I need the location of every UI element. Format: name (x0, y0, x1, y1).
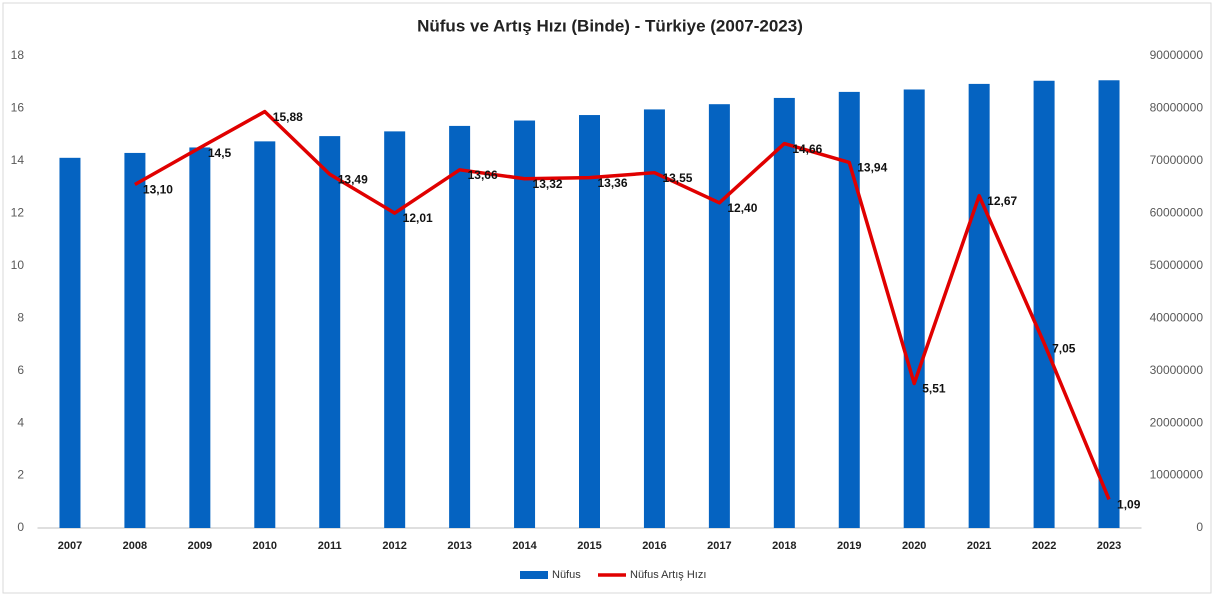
bar (838, 91, 860, 528)
data-label: 12,67 (987, 194, 1017, 208)
data-label: 5,51 (922, 382, 946, 396)
x-tick-label: 2017 (707, 540, 731, 552)
x-tick-label: 2011 (318, 540, 342, 552)
data-label: 12,01 (403, 211, 433, 225)
x-tick-label: 2012 (382, 540, 406, 552)
y2-tick-label: 50000000 (1150, 258, 1204, 272)
x-tick-label: 2016 (642, 540, 666, 552)
data-label: 13,94 (857, 161, 887, 175)
y2-tick-label: 70000000 (1150, 153, 1204, 167)
x-tick-label: 2013 (447, 540, 471, 552)
y2-tick-label: 80000000 (1150, 101, 1204, 115)
y-tick-label: 2 (17, 468, 24, 482)
y2-tick-label: 40000000 (1150, 310, 1204, 324)
y2-tick-label: 20000000 (1150, 415, 1204, 429)
legend-label: Nüfus (552, 569, 581, 581)
bar (384, 131, 406, 528)
y-tick-label: 4 (17, 415, 24, 429)
y-tick-label: 0 (17, 520, 24, 534)
bar (449, 125, 471, 528)
bar (1098, 80, 1120, 528)
y2-tick-label: 90000000 (1150, 48, 1204, 62)
y2-tick-label: 30000000 (1150, 363, 1204, 377)
bar (773, 97, 795, 529)
y2-tick-label: 10000000 (1150, 468, 1204, 482)
data-label: 15,88 (273, 110, 303, 124)
y-tick-label: 10 (11, 258, 25, 272)
y-tick-label: 14 (11, 153, 25, 167)
x-tick-label: 2008 (123, 540, 147, 552)
bar (514, 120, 536, 529)
bar (189, 147, 211, 528)
x-tick-label: 2020 (902, 540, 926, 552)
x-tick-label: 2010 (253, 540, 277, 552)
bar (254, 141, 276, 528)
data-label: 14,5 (208, 146, 232, 160)
y2-tick-label: 0 (1196, 520, 1203, 534)
y-tick-label: 16 (11, 101, 25, 115)
data-label: 13,10 (143, 183, 173, 197)
x-tick-label: 2023 (1097, 540, 1121, 552)
legend-swatch (520, 571, 548, 579)
bar (903, 89, 925, 528)
y-tick-label: 18 (11, 48, 25, 62)
y-tick-label: 8 (17, 310, 24, 324)
bar (319, 136, 341, 528)
legend-label: Nüfus Artış Hızı (630, 569, 706, 581)
bar (59, 157, 81, 528)
x-tick-label: 2014 (512, 540, 537, 552)
bar (643, 109, 665, 528)
bar (1033, 80, 1055, 529)
y2-tick-label: 60000000 (1150, 206, 1204, 220)
data-label: 12,40 (727, 201, 757, 215)
bar (968, 83, 990, 528)
data-label: 13,49 (338, 172, 368, 186)
x-tick-label: 2022 (1032, 540, 1056, 552)
x-tick-label: 2009 (188, 540, 212, 552)
bar (579, 115, 600, 528)
x-tick-label: 2018 (772, 540, 796, 552)
line (134, 109, 1111, 501)
bar (124, 152, 146, 528)
data-label: 13,55 (662, 171, 692, 185)
data-label: 7,05 (1052, 341, 1076, 355)
data-label: 13,32 (533, 177, 563, 191)
x-tick-label: 2021 (967, 540, 991, 552)
data-label: 14,66 (792, 142, 822, 156)
chart-title: Nüfus ve Artış Hızı (Binde) - Türkiye (2… (417, 16, 803, 35)
x-tick-label: 2019 (837, 540, 861, 552)
x-tick-label: 2015 (577, 540, 601, 552)
data-label: 13,66 (468, 168, 498, 182)
y-tick-label: 6 (17, 363, 24, 377)
bar (708, 104, 730, 528)
x-tick-label: 2007 (58, 540, 82, 552)
data-label: 1,09 (1117, 498, 1141, 512)
data-label: 13,36 (598, 176, 628, 190)
y-tick-label: 12 (11, 206, 25, 220)
